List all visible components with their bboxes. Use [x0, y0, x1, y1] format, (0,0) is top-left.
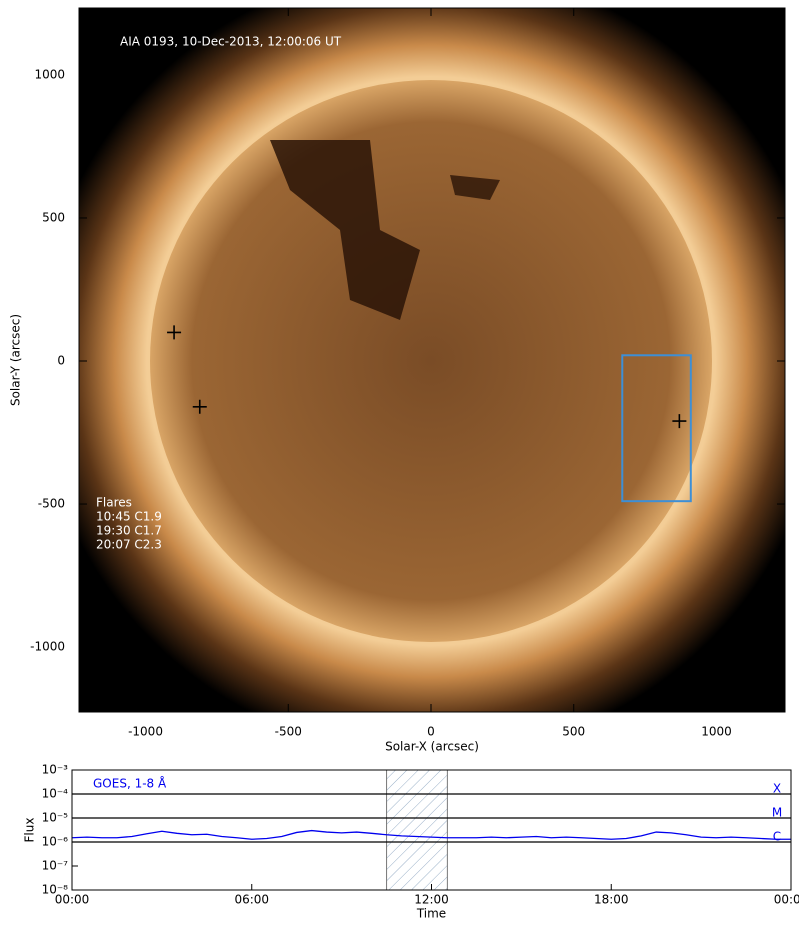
x-tick-label: 1000	[701, 725, 732, 739]
image-title: AIA 0193, 10-Dec-2013, 12:00:06 UT	[120, 35, 342, 49]
x-tick-label: 0	[427, 725, 435, 739]
legend-label: GOES, 1-8 Å	[93, 776, 167, 791]
annotation: 10:45 C1.9	[96, 510, 162, 524]
x-tick-label: 12:00	[414, 893, 449, 907]
level-label: X	[773, 782, 781, 796]
level-label: M	[772, 806, 782, 820]
frame	[78, 7, 786, 713]
x-tick-label: 500	[562, 725, 585, 739]
y-axis-label: Solar-Y (arcsec)	[9, 314, 23, 406]
y-tick-label: 10⁻⁵	[42, 811, 69, 825]
flare-marker	[672, 414, 687, 429]
shaded-window	[386, 769, 448, 891]
y-tick-label: 0	[57, 354, 65, 368]
x-tick-label: -500	[275, 725, 302, 739]
y-tick-label: 1000	[34, 67, 65, 81]
x-tick-label: 18:00	[594, 893, 629, 907]
solar-image	[79, 8, 785, 712]
flux-line	[71, 829, 791, 840]
annotation: 19:30 C1.7	[96, 524, 162, 538]
x-tick-label: 00:00	[774, 893, 799, 907]
x-tick-label: 06:00	[234, 893, 269, 907]
flare-marker	[167, 325, 182, 340]
y-tick-label: 10⁻³	[42, 763, 69, 777]
x-axis-label: Time	[416, 907, 446, 921]
flare-marker	[192, 399, 207, 414]
y-tick-label: -1000	[30, 640, 65, 654]
y-tick-label: 10⁻⁸	[42, 883, 69, 897]
annotation: 20:07 C2.3	[96, 538, 162, 552]
annotation-title: Flares	[96, 496, 132, 510]
y-tick-label: -500	[38, 497, 65, 511]
y-tick-label: 10⁻⁷	[42, 859, 69, 873]
y-tick-label: 10⁻⁶	[42, 835, 69, 849]
region-box	[621, 354, 692, 503]
y-tick-label: 500	[42, 210, 65, 224]
x-tick-label: -1000	[128, 725, 163, 739]
y-axis-label: Flux	[23, 818, 37, 843]
y-tick-label: 10⁻⁴	[42, 787, 69, 801]
level-label: C	[773, 830, 781, 844]
x-axis-label: Solar-X (arcsec)	[385, 740, 479, 754]
x-tick-label: 00:00	[55, 893, 90, 907]
